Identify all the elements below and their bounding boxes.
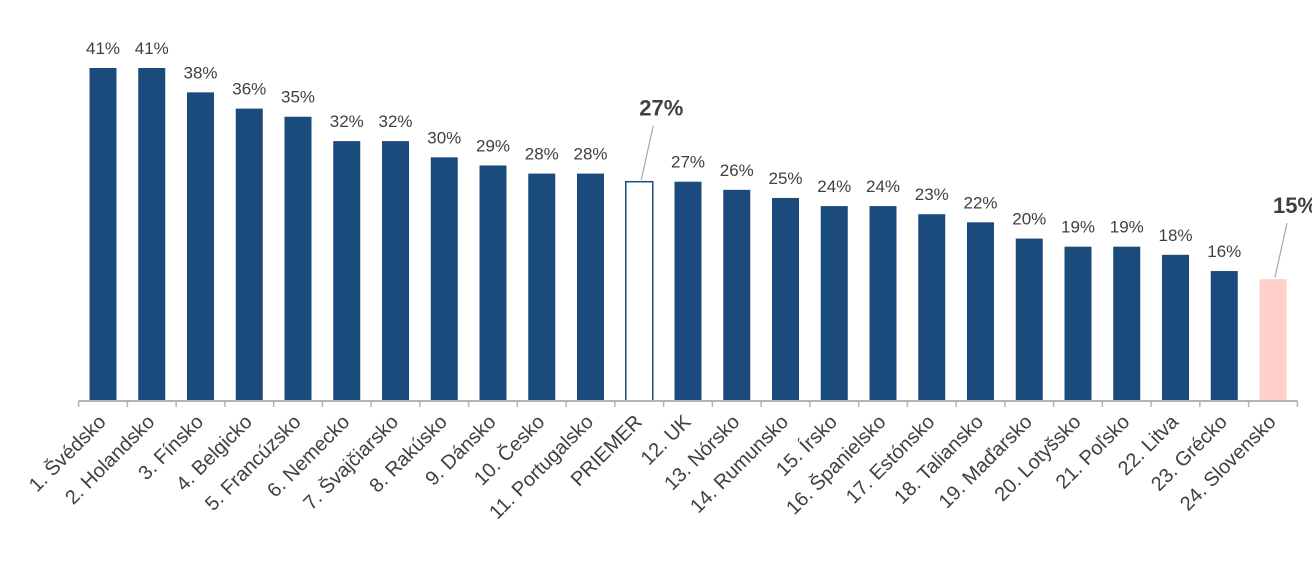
bar-12-uk xyxy=(674,181,702,401)
callout-line-priemer xyxy=(640,125,654,180)
value-label-4-belgicko: 36% xyxy=(232,80,266,99)
value-label-15-irsko: 24% xyxy=(817,177,851,196)
callout-lines-group xyxy=(640,125,1288,278)
value-label-17-estonsko: 23% xyxy=(915,185,949,204)
value-label-5-francuzsko: 35% xyxy=(281,88,315,107)
bar-17-estonsko xyxy=(918,214,946,401)
value-label-20-lotyssko: 19% xyxy=(1061,218,1095,237)
value-label-2-holandsko: 41% xyxy=(135,39,169,58)
bar-16-spanielsko xyxy=(869,206,897,401)
value-label-8-rakusko: 30% xyxy=(427,128,461,147)
value-label-24-slovensko: 15% xyxy=(1273,193,1312,218)
bar-20-lotyssko xyxy=(1064,246,1092,401)
value-label-11-portugalsko: 28% xyxy=(573,145,607,164)
value-label-13-norsko: 26% xyxy=(720,161,754,180)
bar-3-finsko xyxy=(187,92,214,402)
bar-22-litva xyxy=(1162,254,1189,401)
bar-21-polsko xyxy=(1113,246,1141,401)
value-label-23-grecko: 16% xyxy=(1207,242,1241,261)
bar-6-nemecko xyxy=(333,141,361,401)
bar-7-svajciarsko xyxy=(382,141,409,401)
bar-18-taliansko xyxy=(967,222,994,401)
callout-line-24-slovensko xyxy=(1274,223,1288,278)
value-label-10-cesko: 28% xyxy=(525,145,559,164)
value-label-19-madarsko: 20% xyxy=(1012,210,1046,229)
bar-4-belgicko xyxy=(235,108,263,402)
bar-1-svedsko xyxy=(89,68,117,401)
x-axis xyxy=(77,400,1299,407)
value-label-21-polsko: 19% xyxy=(1110,218,1144,237)
bar-23-grecko xyxy=(1210,271,1238,401)
value-label-3-finsko: 38% xyxy=(183,63,217,82)
value-label-14-rumunsko: 25% xyxy=(768,169,802,188)
bar-15-irsko xyxy=(820,206,848,401)
value-label-12-uk: 27% xyxy=(671,153,705,172)
value-label-22-litva: 18% xyxy=(1158,226,1192,245)
value-label-7-svajciarsko: 32% xyxy=(378,112,412,131)
value-label-18-taliansko: 22% xyxy=(963,193,997,212)
bar-priemer xyxy=(625,180,654,402)
value-label-priemer: 27% xyxy=(639,96,683,121)
bars-group xyxy=(89,68,1287,402)
bar-11-portugalsko xyxy=(577,173,604,401)
value-labels-group: 41% 41% 38% 36% 35% 32% 32% 30% 29% 28% 28% 27% 27% 2… xyxy=(86,39,1312,261)
bar-8-rakusko xyxy=(430,157,458,401)
value-label-6-nemecko: 32% xyxy=(330,112,364,131)
bar-19-madarsko xyxy=(1015,238,1043,401)
value-label-1-svedsko: 41% xyxy=(86,39,120,58)
value-label-9-dansko: 29% xyxy=(476,136,510,155)
bar-9-dansko xyxy=(479,165,507,401)
value-label-16-spanielsko: 24% xyxy=(866,177,900,196)
bar-14-rumunsko xyxy=(772,197,799,401)
bar-10-cesko xyxy=(528,173,556,401)
bar-5-francuzsko xyxy=(284,116,312,402)
bar-13-norsko xyxy=(723,189,751,401)
bar-24-slovensko xyxy=(1259,279,1287,401)
bar-2-holandsko xyxy=(138,68,166,401)
